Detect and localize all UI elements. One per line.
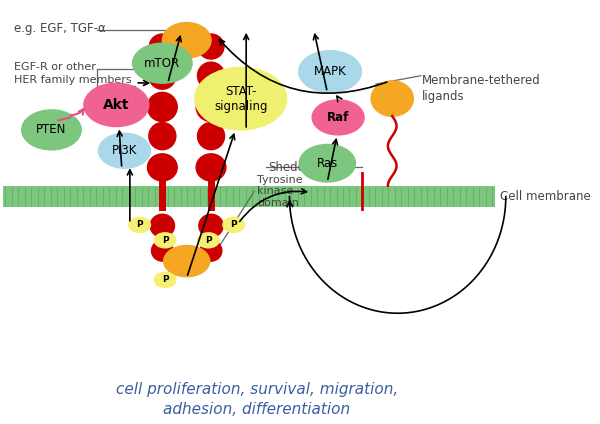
- Ellipse shape: [196, 154, 226, 181]
- Text: STAT-
signaling: STAT- signaling: [214, 85, 268, 113]
- Ellipse shape: [149, 34, 175, 59]
- Text: cell proliferation, survival, migration,
adhesion, differentiation: cell proliferation, survival, migration,…: [116, 382, 398, 417]
- Text: PTEN: PTEN: [36, 123, 67, 137]
- Ellipse shape: [98, 133, 151, 168]
- Ellipse shape: [299, 145, 355, 182]
- FancyArrowPatch shape: [138, 81, 149, 86]
- Text: e.g. EGF, TGF-α: e.g. EGF, TGF-α: [14, 22, 106, 34]
- FancyArrowPatch shape: [169, 36, 181, 81]
- Ellipse shape: [84, 83, 149, 126]
- FancyArrowPatch shape: [244, 34, 248, 127]
- FancyArrowPatch shape: [313, 34, 327, 89]
- Ellipse shape: [133, 43, 192, 83]
- Text: Sheddases: Sheddases: [268, 161, 332, 174]
- Text: Ras: Ras: [317, 157, 338, 170]
- Ellipse shape: [22, 110, 81, 150]
- Ellipse shape: [129, 218, 151, 232]
- Ellipse shape: [197, 62, 224, 89]
- Text: Raf: Raf: [327, 111, 349, 124]
- FancyArrowPatch shape: [328, 139, 338, 179]
- Ellipse shape: [199, 214, 223, 237]
- Text: Cell membrane: Cell membrane: [500, 190, 591, 203]
- Ellipse shape: [164, 245, 209, 277]
- Ellipse shape: [312, 100, 364, 135]
- FancyArrowPatch shape: [188, 134, 235, 275]
- Text: mTOR: mTOR: [144, 57, 181, 70]
- Ellipse shape: [197, 123, 224, 150]
- Ellipse shape: [152, 240, 173, 261]
- Ellipse shape: [223, 218, 245, 232]
- Text: P: P: [136, 220, 143, 229]
- Text: MAPK: MAPK: [314, 65, 346, 78]
- Bar: [3, 186, 495, 207]
- Ellipse shape: [154, 272, 176, 287]
- Ellipse shape: [150, 214, 175, 237]
- Text: P: P: [230, 220, 237, 229]
- Text: P: P: [162, 276, 169, 285]
- Text: EGF-R or other
HER family members: EGF-R or other HER family members: [14, 62, 131, 85]
- Ellipse shape: [197, 233, 219, 248]
- Ellipse shape: [195, 67, 287, 130]
- Ellipse shape: [299, 51, 361, 92]
- Ellipse shape: [149, 62, 176, 89]
- FancyArrowPatch shape: [337, 96, 342, 102]
- Ellipse shape: [198, 34, 224, 59]
- Ellipse shape: [200, 240, 222, 261]
- FancyArrowPatch shape: [117, 131, 122, 166]
- Ellipse shape: [148, 92, 177, 122]
- FancyArrowPatch shape: [240, 189, 307, 221]
- Text: P: P: [205, 236, 212, 245]
- Ellipse shape: [148, 154, 177, 181]
- Text: P: P: [162, 236, 169, 245]
- Ellipse shape: [149, 123, 176, 150]
- Text: Membrane-tethered
ligands: Membrane-tethered ligands: [422, 74, 541, 103]
- Ellipse shape: [163, 22, 211, 58]
- FancyArrowPatch shape: [220, 39, 387, 93]
- Ellipse shape: [371, 81, 413, 116]
- Ellipse shape: [154, 233, 176, 248]
- FancyArrowPatch shape: [70, 109, 84, 115]
- Text: Akt: Akt: [103, 98, 130, 112]
- Text: Tyrosine
kinase
domain: Tyrosine kinase domain: [257, 175, 302, 208]
- Text: PI3K: PI3K: [112, 144, 137, 157]
- Ellipse shape: [196, 92, 226, 122]
- FancyArrowPatch shape: [127, 170, 133, 221]
